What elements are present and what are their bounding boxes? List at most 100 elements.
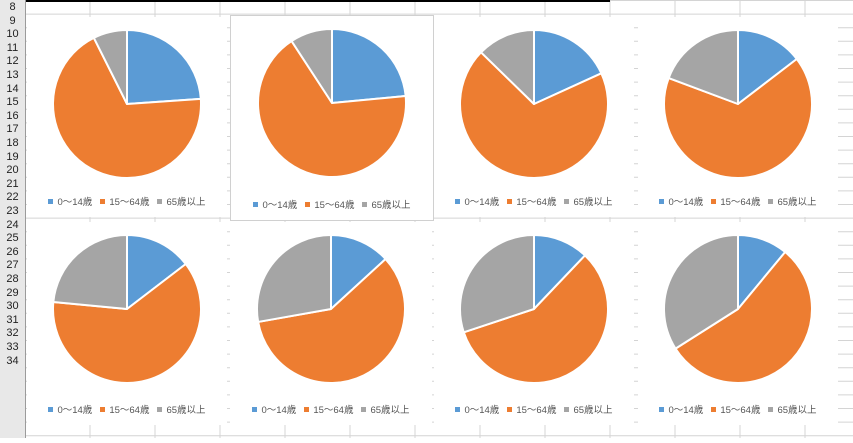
row-number[interactable]: 17: [6, 123, 19, 136]
row-number[interactable]: 24: [6, 218, 19, 231]
legend-item: 0～14歳: [455, 194, 499, 208]
pie-plot: [459, 234, 609, 385]
pie-chart-2[interactable]: 0～14歳 15～64歳 65歳以上: [230, 15, 434, 221]
legend-swatch: [252, 406, 258, 412]
chart-legend: 0～14歳 15～64歳 65歳以上: [638, 194, 838, 208]
pie-chart-7[interactable]: 0～14歳 15～64歳 65歳以上: [434, 222, 634, 425]
pie-chart-6[interactable]: 0～14歳 15～64歳 65歳以上: [230, 222, 432, 425]
pie-plot: [663, 234, 813, 384]
legend-label: 0～14歳: [57, 197, 93, 208]
legend-item: 0～14歳: [659, 402, 703, 416]
pie-slice-2[interactable]: [462, 254, 609, 385]
row-number[interactable]: 25: [6, 232, 19, 245]
legend-label: 15～64歳: [313, 405, 354, 416]
legend-item: 0～14歳: [455, 402, 499, 416]
legend-swatch: [564, 406, 570, 412]
legend-item: 65歳以上: [157, 194, 206, 208]
row-number[interactable]: 10: [6, 28, 19, 41]
pie-slice-2[interactable]: [674, 250, 813, 384]
legend-label: 65歳以上: [370, 405, 410, 416]
chart-legend: 0～14歳 15～64歳 65歳以上: [230, 402, 432, 416]
legend-label: 0～14歳: [668, 405, 704, 416]
row-number[interactable]: 16: [6, 109, 19, 122]
pie-slice-3[interactable]: [256, 234, 332, 323]
row-number[interactable]: 19: [6, 150, 19, 163]
row-number[interactable]: 18: [6, 137, 19, 149]
legend-item: 65歳以上: [564, 402, 613, 416]
pie-slice-3[interactable]: [290, 28, 333, 104]
row-number[interactable]: 23: [6, 205, 19, 217]
legend-label: 65歳以上: [166, 197, 206, 208]
pie-slice-2[interactable]: [663, 58, 813, 179]
pie-slice-3[interactable]: [663, 234, 739, 350]
row-number[interactable]: 29: [6, 286, 19, 299]
legend-label: 65歳以上: [573, 197, 613, 208]
pie-slice-3[interactable]: [52, 234, 128, 310]
legend-label: 15～64歳: [720, 197, 761, 208]
row-number[interactable]: 21: [6, 177, 19, 190]
legend-item: 0～14歳: [48, 402, 92, 416]
pie-slice-2[interactable]: [52, 36, 202, 180]
legend-label: 65歳以上: [573, 405, 613, 416]
legend-item: 65歳以上: [361, 402, 410, 416]
pie-chart-8[interactable]: 0～14歳 15～64歳 65歳以上: [638, 222, 838, 425]
legend-swatch: [507, 198, 513, 204]
legend-swatch: [659, 406, 665, 412]
legend-item: 15～64歳: [507, 402, 556, 416]
pie-slice-1[interactable]: [330, 234, 387, 310]
row-number[interactable]: 14: [6, 82, 19, 95]
row-number[interactable]: 12: [6, 55, 19, 68]
row-number[interactable]: 31: [6, 313, 19, 326]
row-number[interactable]: 13: [6, 69, 19, 81]
legend-item: 15～64歳: [100, 194, 149, 208]
pie-slice-1[interactable]: [126, 234, 187, 310]
pie-chart-4[interactable]: 0～14歳 15～64歳 65歳以上: [638, 17, 838, 217]
pie-slice-2[interactable]: [52, 263, 202, 384]
legend-item: 15～64歳: [507, 194, 556, 208]
pie-chart-1[interactable]: 0～14歳 15～64歳 65歳以上: [27, 17, 227, 217]
pie-slice-3[interactable]: [480, 29, 535, 105]
row-number[interactable]: 27: [6, 259, 19, 272]
pie-slice-2[interactable]: [257, 40, 407, 178]
pie-slice-3[interactable]: [92, 29, 128, 105]
row-number[interactable]: 30: [6, 300, 19, 313]
legend-item: 15～64歳: [305, 197, 354, 211]
legend-item: 65歳以上: [157, 402, 206, 416]
row-number[interactable]: 28: [6, 273, 19, 285]
pie-slice-3[interactable]: [459, 234, 535, 334]
legend-item: 15～64歳: [100, 402, 149, 416]
pie-slice-2[interactable]: [257, 258, 406, 384]
row-number[interactable]: 22: [6, 191, 19, 204]
pie-slice-2[interactable]: [459, 51, 609, 179]
pie-chart-3[interactable]: 0～14歳 15～64歳 65歳以上: [434, 17, 634, 217]
legend-label: 15～64歳: [109, 405, 150, 416]
row-number[interactable]: 32: [6, 327, 19, 340]
legend-swatch: [711, 406, 717, 412]
row-number[interactable]: 9: [9, 14, 16, 27]
row-number[interactable]: 26: [6, 245, 19, 258]
legend-swatch: [305, 201, 311, 207]
row-number[interactable]: 15: [6, 96, 19, 109]
legend-swatch: [455, 406, 461, 412]
pie-slice-1[interactable]: [331, 28, 407, 104]
legend-swatch: [455, 198, 461, 204]
row-number[interactable]: 33: [6, 341, 19, 353]
pie-slice-1[interactable]: [533, 29, 603, 105]
pie-plot: [459, 29, 609, 179]
pie-slice-1[interactable]: [126, 29, 202, 105]
row-number[interactable]: 20: [6, 164, 19, 177]
legend-item: 0～14歳: [48, 194, 92, 208]
legend-label: 0～14歳: [262, 200, 298, 211]
pie-slice-3[interactable]: [667, 29, 739, 105]
legend-item: 0～14歳: [659, 194, 703, 208]
legend-label: 65歳以上: [371, 200, 411, 211]
legend-swatch: [253, 201, 259, 207]
legend-item: 15～64歳: [711, 194, 760, 208]
row-number[interactable]: 8: [9, 1, 16, 13]
row-number[interactable]: 34: [6, 354, 19, 367]
legend-swatch: [711, 198, 717, 204]
pie-slice-1[interactable]: [737, 29, 798, 105]
legend-label: 0～14歳: [464, 405, 500, 416]
row-number[interactable]: 11: [6, 41, 19, 54]
pie-chart-5[interactable]: 0～14歳 15～64歳 65歳以上: [27, 222, 227, 425]
